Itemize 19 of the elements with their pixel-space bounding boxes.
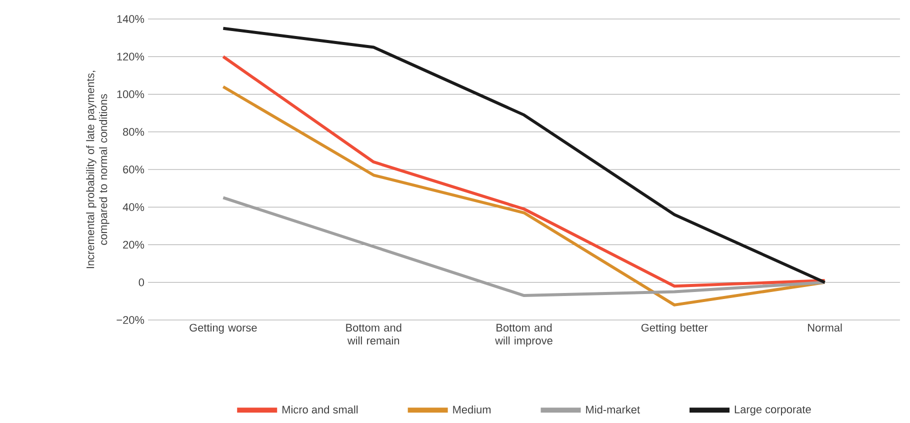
legend-label: Mid-market bbox=[586, 405, 640, 414]
x-tick-label: Getting better bbox=[641, 324, 708, 334]
y-tick-label: 0 bbox=[138, 278, 144, 286]
legend-label: Micro and small bbox=[282, 405, 358, 414]
y-tick-label: 100% bbox=[117, 90, 144, 98]
x-tick-label: Getting worse bbox=[190, 324, 257, 334]
x-tick-label: Bottom and will remain bbox=[346, 324, 402, 345]
x-tick-label: Bottom and will improve bbox=[495, 324, 552, 347]
y-tick-label: 60% bbox=[123, 166, 144, 174]
y-tick-label: 140% bbox=[117, 15, 144, 23]
x-tick-label: Normal bbox=[808, 324, 842, 332]
legend-label: Medium bbox=[453, 405, 491, 414]
y-tick-label: 120% bbox=[117, 52, 144, 61]
y-tick-label: −20% bbox=[116, 316, 144, 324]
legend-label: Large corporate bbox=[734, 406, 811, 416]
y-axis-title: Incremental probability of late payments, compared to normal conditions bbox=[86, 70, 110, 268]
y-tick-label: 40% bbox=[122, 203, 144, 212]
y-tick-label: 20% bbox=[123, 240, 144, 249]
y-tick-label: 80% bbox=[123, 128, 144, 136]
